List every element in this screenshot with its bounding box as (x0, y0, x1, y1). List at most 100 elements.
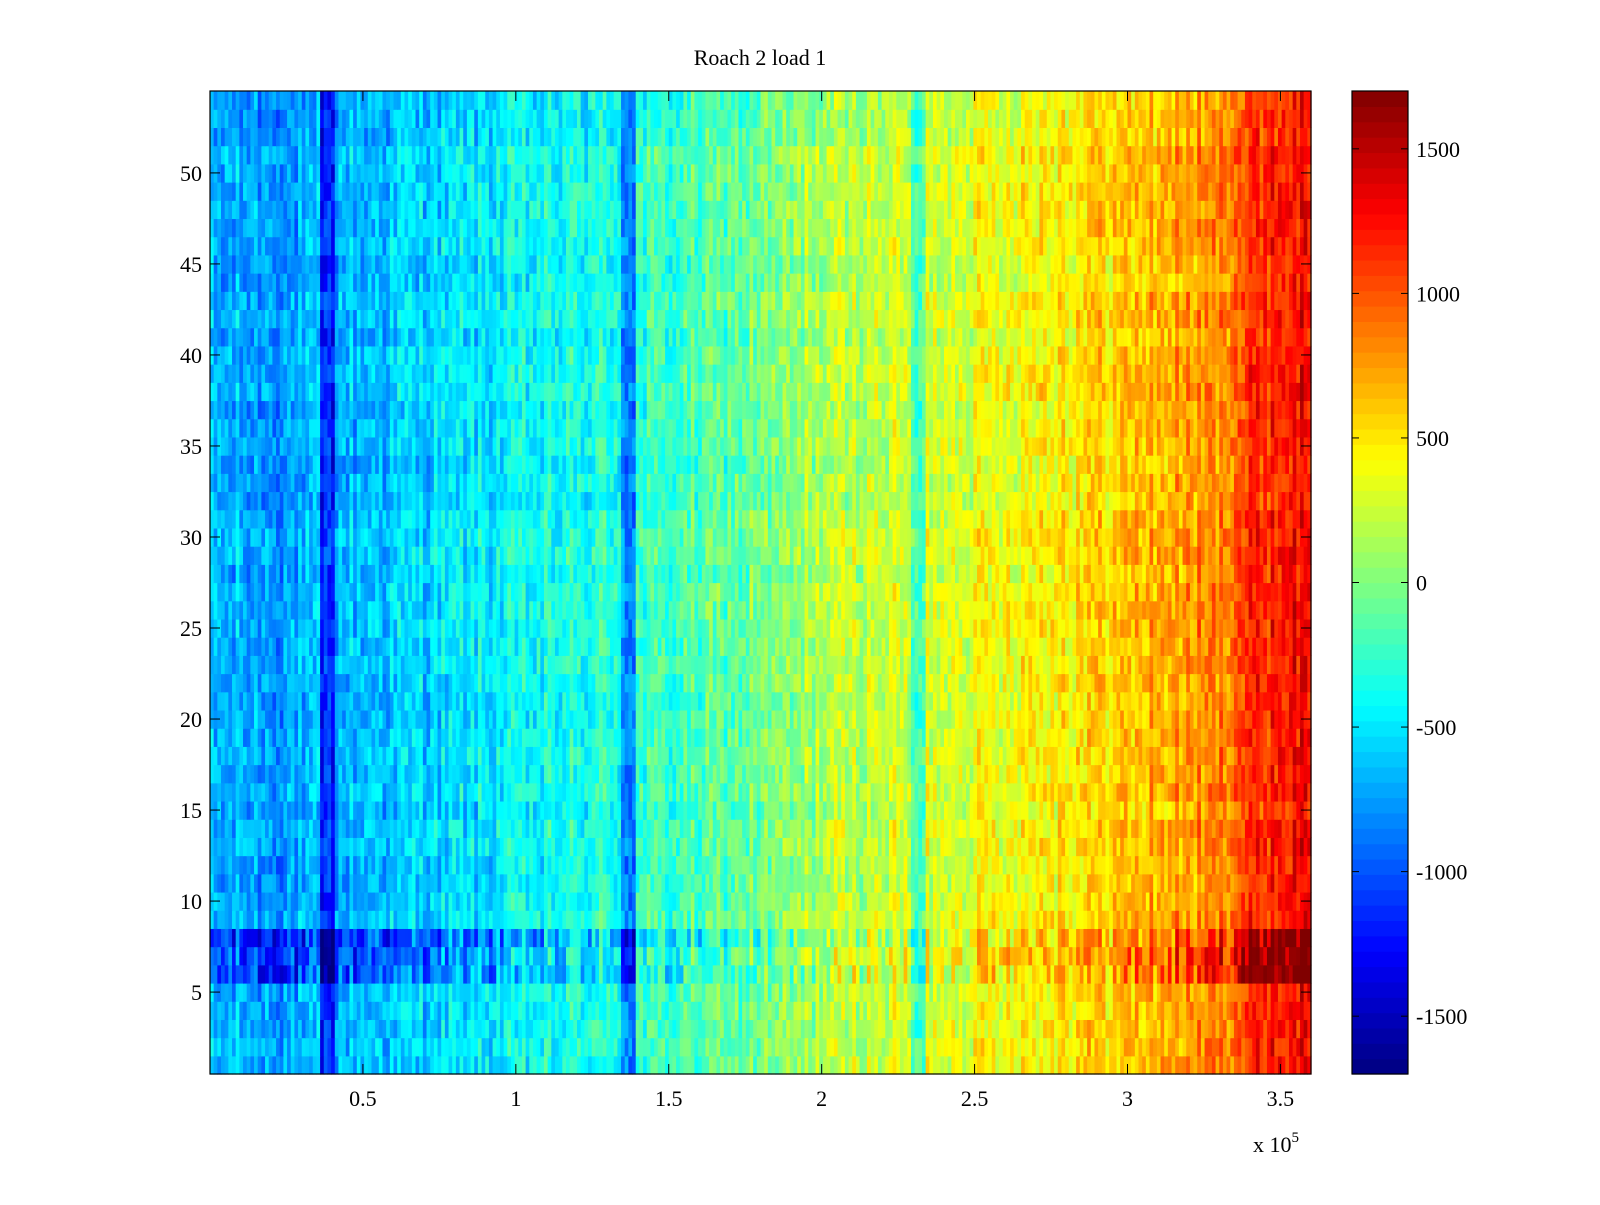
heatmap-cell (947, 1001, 952, 1020)
heatmap-cell (1120, 891, 1125, 911)
heatmap-cell (518, 1055, 523, 1075)
heatmap-cell (859, 855, 864, 875)
heatmap-cell (1299, 819, 1305, 838)
heatmap-cell (767, 1037, 773, 1057)
heatmap-cell (492, 1019, 497, 1039)
heatmap-cell (731, 910, 736, 929)
heatmap-cell (760, 764, 765, 784)
heatmap-cell (800, 855, 806, 875)
heatmap-cell (1079, 964, 1085, 984)
heatmap-cell (591, 946, 596, 966)
heatmap-cell (815, 837, 820, 857)
heatmap-cell (345, 982, 351, 1002)
heatmap-cell (389, 964, 395, 984)
heatmap-cell (499, 946, 505, 966)
heatmap-cell (452, 982, 457, 1002)
heatmap-cell (1255, 910, 1261, 929)
heatmap-cell (632, 964, 637, 984)
heatmap-cell (463, 837, 468, 857)
heatmap-cell (709, 837, 714, 857)
heatmap-cell (1193, 946, 1198, 966)
heatmap-cell (925, 891, 930, 911)
heatmap-cell (323, 1037, 329, 1057)
heatmap-cell (995, 891, 1000, 911)
heatmap-cell (760, 855, 765, 875)
heatmap-cell (217, 819, 222, 838)
heatmap-cell (1288, 837, 1294, 857)
heatmap-cell (734, 891, 740, 911)
heatmap-cell (441, 819, 446, 838)
heatmap-cell (488, 946, 494, 966)
heatmap-cell (323, 764, 329, 784)
heatmap-cell (885, 837, 890, 857)
heatmap-cell (1002, 1037, 1007, 1057)
heatmap-cell (477, 782, 483, 802)
heatmap-cell (815, 982, 820, 1002)
heatmap-cell (1098, 982, 1103, 1002)
heatmap-cell (569, 982, 574, 1002)
heatmap-cell (940, 800, 945, 820)
heatmap-cell (1109, 800, 1114, 820)
heatmap-cell (1043, 946, 1048, 966)
heatmap-cell (257, 910, 262, 929)
heatmap-cell (1098, 946, 1103, 966)
heatmap-cell (921, 800, 927, 820)
heatmap-cell (463, 873, 468, 893)
heatmap-cell (367, 982, 373, 1002)
heatmap-cell (877, 946, 883, 966)
heatmap-cell (628, 1055, 633, 1075)
heatmap-cell (287, 946, 292, 966)
heatmap-cell (426, 891, 431, 911)
heatmap-cell (709, 891, 714, 911)
heatmap-cell (518, 764, 523, 784)
heatmap-cell (1215, 837, 1220, 857)
heatmap-cell (496, 964, 501, 984)
heatmap-cell (1263, 800, 1268, 820)
heatmap-cell (1167, 800, 1173, 820)
heatmap-cell (1079, 1001, 1085, 1020)
heatmap-cell (565, 891, 571, 911)
heatmap-cell (239, 910, 244, 929)
heatmap-cell (1204, 782, 1209, 802)
heatmap-cell (668, 764, 674, 784)
heatmap-cell (1083, 946, 1088, 966)
heatmap-cell (246, 928, 251, 948)
heatmap-cell (243, 782, 248, 802)
heatmap-cell (1131, 1055, 1136, 1075)
heatmap-cell (995, 1001, 1000, 1020)
heatmap-cell (944, 819, 949, 838)
heatmap-cell (830, 873, 835, 893)
heatmap-cell (716, 1019, 721, 1039)
heatmap-cell (316, 928, 321, 948)
heatmap-cell (294, 1037, 299, 1057)
heatmap-cell (1116, 946, 1121, 966)
heatmap-cell (731, 782, 736, 802)
heatmap-cell (650, 1001, 655, 1020)
heatmap-cell (756, 855, 762, 875)
heatmap-cell (265, 928, 270, 948)
heatmap-cell (657, 910, 663, 929)
heatmap-cell (635, 1019, 640, 1039)
heatmap-cell (687, 855, 692, 875)
heatmap-cell (716, 928, 721, 948)
heatmap-cell (955, 1001, 960, 1020)
heatmap-cell (265, 855, 270, 875)
heatmap-cell (646, 1055, 651, 1075)
heatmap-cell (932, 928, 938, 948)
heatmap-cell (1153, 891, 1158, 911)
heatmap-cell (1197, 800, 1202, 820)
heatmap-cell (536, 873, 541, 893)
heatmap-cell (316, 1055, 321, 1075)
heatmap-cell (422, 1001, 428, 1020)
heatmap-cell (1105, 782, 1110, 802)
heatmap-cell (1065, 891, 1070, 911)
heatmap-cell (217, 837, 222, 857)
heatmap-cell (914, 1001, 919, 1020)
heatmap-cell (485, 1055, 490, 1075)
heatmap-cell (910, 764, 916, 784)
heatmap-cell (712, 800, 718, 820)
heatmap-cell (499, 855, 505, 875)
heatmap-cell (1087, 964, 1092, 984)
heatmap-cell (705, 982, 710, 1002)
heatmap-cell (1149, 1037, 1154, 1057)
